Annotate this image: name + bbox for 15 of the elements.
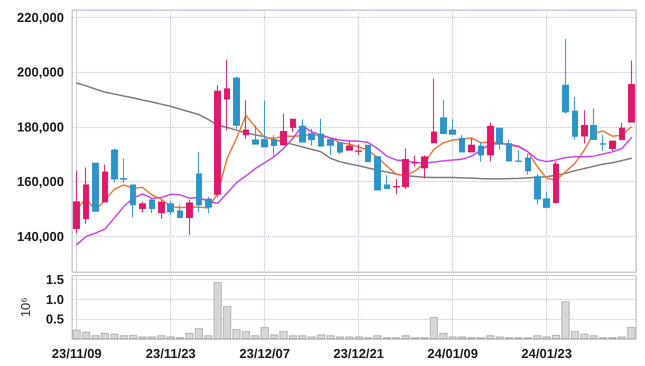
- y-tick-label: 1.5: [46, 272, 64, 287]
- x-tick-label: 24/01/09: [427, 346, 478, 361]
- x-tick-label: 24/01/23: [521, 346, 572, 361]
- x-tick-label: 23/12/21: [333, 346, 384, 361]
- y-tick-label: 1.0: [46, 292, 64, 307]
- y-tick-label: 0.5: [46, 312, 64, 327]
- x-tick-label: 23/12/07: [239, 346, 290, 361]
- x-tick-label: 23/11/09: [52, 346, 102, 361]
- y-tick-label: 180,000: [17, 119, 64, 134]
- y-tick-label: 140,000: [17, 228, 64, 244]
- y-tick-label: 160,000: [17, 174, 64, 190]
- y-axis-title: 10⁶: [18, 297, 33, 318]
- y-tick-label: 220,000: [17, 10, 64, 25]
- x-tick-label: 23/11/23: [146, 346, 196, 361]
- y-tick-label: 200,000: [17, 64, 64, 80]
